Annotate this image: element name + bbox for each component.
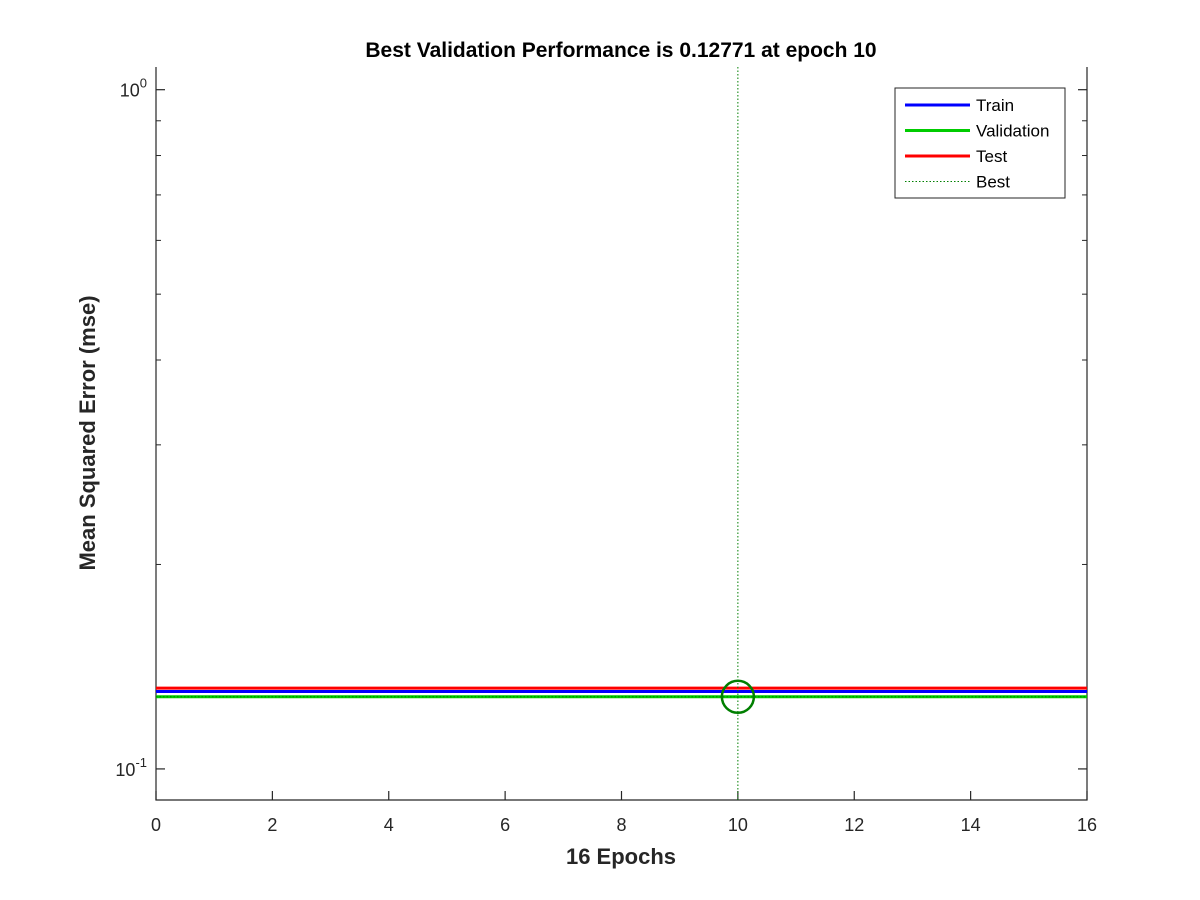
y-tick-label: 10-1 [115, 755, 147, 780]
x-tick-label: 0 [151, 815, 161, 835]
x-tick-label: 14 [961, 815, 981, 835]
best-marker-layer [156, 67, 1087, 800]
x-tick-label: 8 [616, 815, 626, 835]
x-tick-label: 12 [844, 815, 864, 835]
y-axis-label: Mean Squared Error (mse) [75, 295, 100, 570]
legend-label-validation: Validation [976, 122, 1049, 141]
legend-label-best: Best [976, 173, 1010, 192]
x-tick-label: 6 [500, 815, 510, 835]
x-tick-label: 16 [1077, 815, 1097, 835]
y-tick-label: 100 [120, 76, 147, 101]
best-point-marker [720, 679, 756, 715]
x-axis-label: 16 Epochs [566, 844, 676, 869]
x-tick-label: 4 [384, 815, 394, 835]
legend: Train Validation Test Best [894, 87, 1066, 199]
x-tick-label: 10 [728, 815, 748, 835]
chart-title: Best Validation Performance is 0.12771 a… [365, 39, 876, 62]
series-layer [156, 686, 1087, 699]
legend-label-train: Train [976, 96, 1014, 115]
axes: 0 2 4 6 8 10 12 14 16 10-1 100 [115, 67, 1097, 835]
x-tick-label: 2 [267, 815, 277, 835]
legend-label-test: Test [976, 147, 1007, 166]
